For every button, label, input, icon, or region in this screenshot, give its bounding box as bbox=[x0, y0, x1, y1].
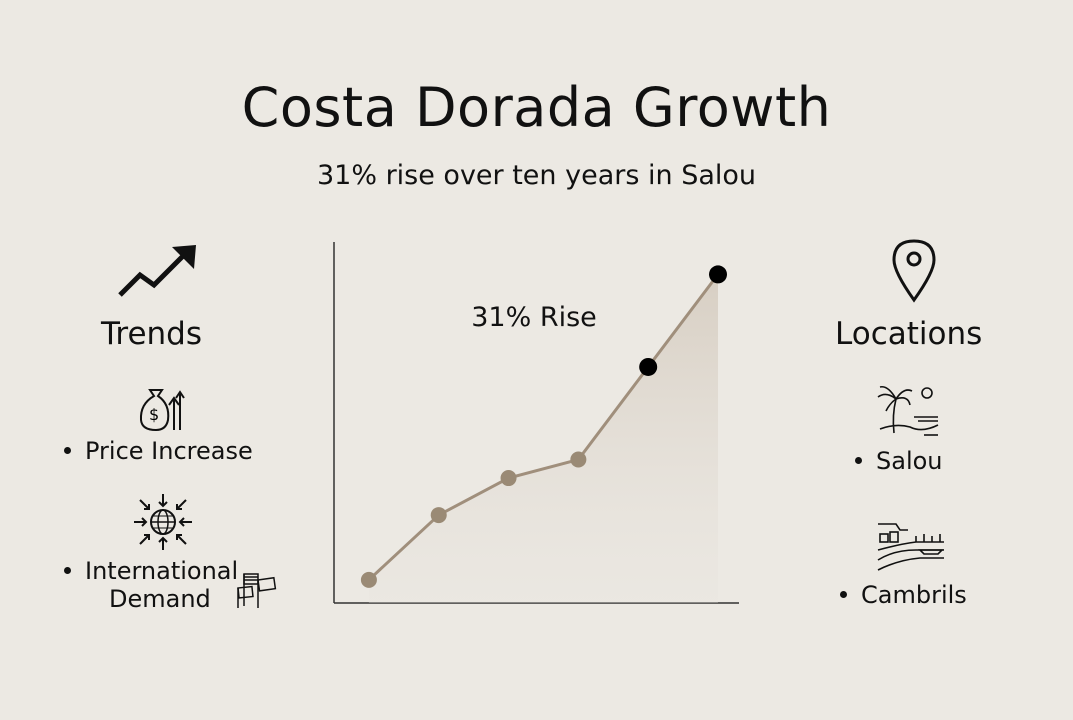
flags-icon bbox=[237, 573, 277, 608]
harbor-town-icon bbox=[877, 523, 944, 571]
data-point-4 bbox=[570, 451, 587, 468]
map-pin-icon bbox=[892, 239, 936, 303]
svg-text:$: $ bbox=[149, 405, 159, 424]
trend-item-demand: International bbox=[64, 557, 238, 585]
bullet-dot bbox=[64, 446, 71, 454]
location-salou-label: Salou bbox=[876, 447, 943, 475]
trend-up-arrow-icon bbox=[118, 245, 196, 297]
trend-demand-label-line1: International bbox=[85, 557, 239, 585]
page-title: Costa Dorada Growth bbox=[241, 76, 832, 139]
data-points bbox=[360, 265, 727, 588]
chart-annotation: 31% Rise bbox=[471, 302, 597, 333]
data-point-2 bbox=[430, 507, 447, 524]
data-point-1 bbox=[360, 571, 377, 588]
area-fill bbox=[368, 274, 718, 603]
data-point-3 bbox=[500, 470, 517, 487]
location-item-cambrils: Cambrils bbox=[840, 581, 967, 609]
bullet-dot bbox=[840, 590, 847, 598]
trend-price-label: Price Increase bbox=[85, 437, 253, 465]
trend-demand-line2: Demand bbox=[109, 585, 211, 613]
trends-heading: Trends bbox=[101, 316, 202, 352]
location-item-salou: Salou bbox=[855, 447, 943, 475]
trend-item-price: Price Increase bbox=[64, 437, 253, 465]
location-cambrils-label: Cambrils bbox=[861, 581, 967, 609]
locations-heading: Locations bbox=[835, 316, 983, 352]
series-line bbox=[367, 273, 720, 581]
bullet-dot bbox=[855, 456, 862, 464]
page-subtitle: 31% rise over ten years in Salou bbox=[316, 160, 757, 191]
trend-demand-label-line2: Demand bbox=[109, 585, 211, 613]
bullet-dot bbox=[64, 566, 71, 574]
money-bag-arrow-icon: $ bbox=[139, 389, 185, 432]
data-point-5 bbox=[639, 357, 658, 376]
globe-arrows-icon bbox=[134, 494, 192, 550]
beach-palm-icon bbox=[877, 385, 939, 436]
data-point-6 bbox=[709, 265, 727, 284]
